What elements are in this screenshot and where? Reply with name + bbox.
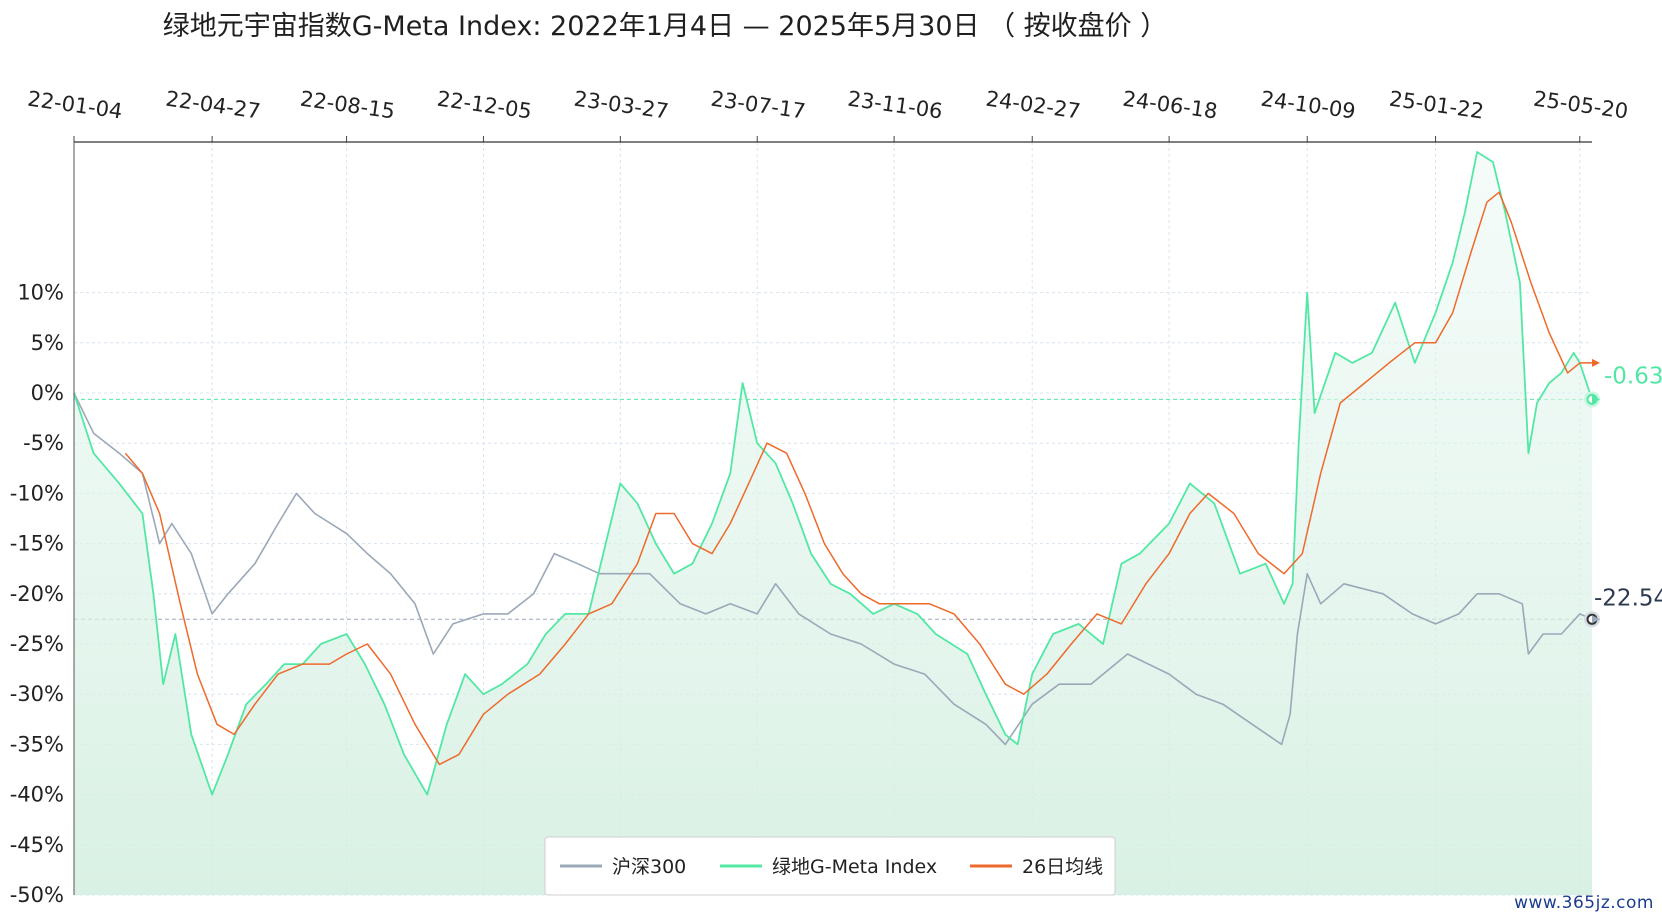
legend-label: 26日均线 [1022, 856, 1103, 878]
meta-end-arrow [1592, 395, 1600, 404]
meta-final-value-label: -0.63% [1604, 363, 1662, 389]
y-tick-label: -15% [10, 532, 64, 556]
hs300-line [73, 392, 1593, 746]
legend: 沪深300 绿地G-Meta Index 26日均线 [544, 836, 1116, 896]
hs300-final-value-label: -22.54% [1594, 585, 1662, 611]
legend-label: 绿地G-Meta Index [772, 856, 937, 878]
y-tick-label: 10% [17, 281, 64, 305]
meta-area-fill [74, 152, 1592, 895]
y-axis-tick-labels: 10% 5% 0% -5% -10% -15% -20% -25% -30% -35% -40% -4… [10, 281, 64, 907]
end-markers: -0.63% -22.54% [1584, 358, 1662, 628]
x-tick-label: 22-01-04 [26, 87, 124, 124]
x-tick-label: 23-07-17 [709, 87, 807, 124]
ma26-end-arrow [1592, 358, 1600, 367]
y-tick-label: -50% [10, 883, 64, 907]
y-tick-label: -35% [10, 732, 64, 756]
meta-index-line [73, 151, 1593, 796]
y-tick-label: -25% [10, 632, 64, 656]
x-tick-label: 24-10-09 [1259, 87, 1357, 124]
y-tick-label: -40% [10, 783, 64, 807]
axes [73, 136, 1592, 895]
x-tick-label: 23-03-27 [572, 87, 670, 124]
watermark: www.365jz.com [1514, 893, 1654, 913]
series-lines [73, 151, 1593, 796]
y-tick-label: -10% [10, 481, 64, 505]
y-tick-label: 0% [31, 381, 64, 405]
x-tick-label: 23-11-06 [846, 87, 944, 124]
x-tick-label: 22-12-05 [436, 87, 534, 124]
y-tick-label: -5% [23, 431, 64, 455]
ma26-line [124, 191, 1592, 766]
x-axis-tick-labels: 22-01-04 22-04-27 22-08-15 22-12-05 23-03-27… [26, 87, 1630, 124]
legend-box [544, 836, 1116, 896]
y-tick-label: -45% [10, 833, 64, 857]
x-tick-label: 24-06-18 [1121, 87, 1219, 124]
y-tick-label: 5% [31, 331, 64, 355]
legend-label: 沪深300 [612, 856, 686, 878]
y-tick-label: -30% [10, 682, 64, 706]
chart-title: 绿地元宇宙指数G-Meta Index: 2022年1月4日 — 2025年5月… [162, 11, 1168, 42]
series-fill-area [74, 152, 1592, 895]
x-tick-label: 25-01-22 [1388, 87, 1486, 124]
hs300-end-arrow [1592, 615, 1600, 624]
x-tick-label: 25-05-20 [1532, 87, 1630, 124]
x-tick-label: 22-04-27 [164, 87, 262, 124]
x-tick-label: 24-02-27 [984, 87, 1082, 124]
x-tick-label: 22-08-15 [299, 87, 397, 124]
y-tick-label: -20% [10, 582, 64, 606]
